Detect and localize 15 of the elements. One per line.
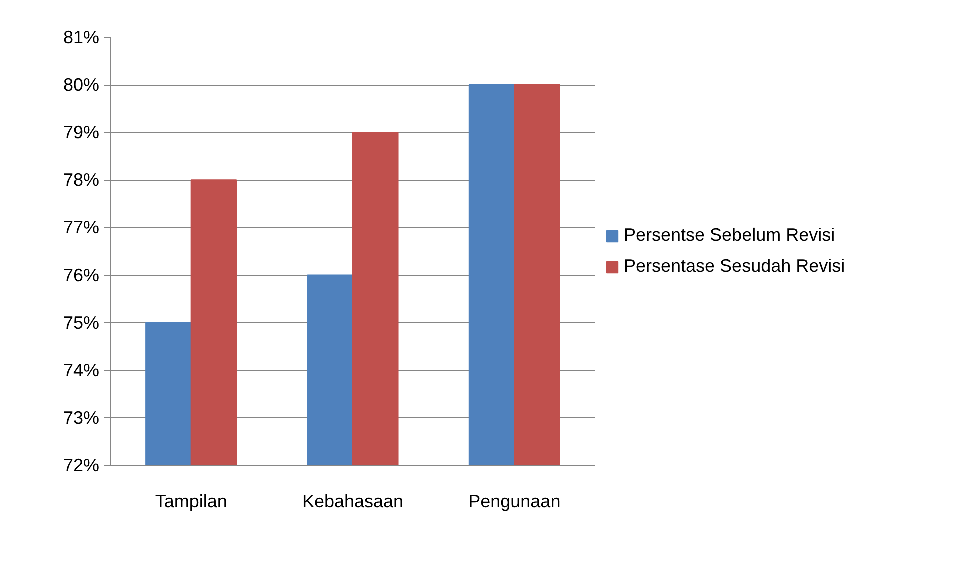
y-tick-label: 74% (63, 360, 100, 380)
legend-label: Persentase Sesudah Revisi (624, 256, 846, 277)
y-tick-label: 79% (63, 122, 100, 143)
x-tick-label: Pengunaan (468, 492, 561, 512)
y-tick-label: 80% (63, 75, 100, 96)
legend-label: Persentse Sebelum Revisi (624, 225, 836, 246)
y-tick-label: 72% (63, 456, 100, 476)
y-tick-label: 78% (63, 170, 100, 190)
x-tick-label: Tampilan (155, 492, 228, 512)
y-tick-label: 77% (63, 218, 100, 238)
y-tick-label: 75% (63, 312, 100, 333)
x-tick-label: Kebahasaan (302, 492, 404, 512)
y-tick-label: 81% (63, 28, 100, 48)
y-tick-label: 76% (63, 265, 100, 286)
y-tick-label: 73% (63, 408, 100, 428)
